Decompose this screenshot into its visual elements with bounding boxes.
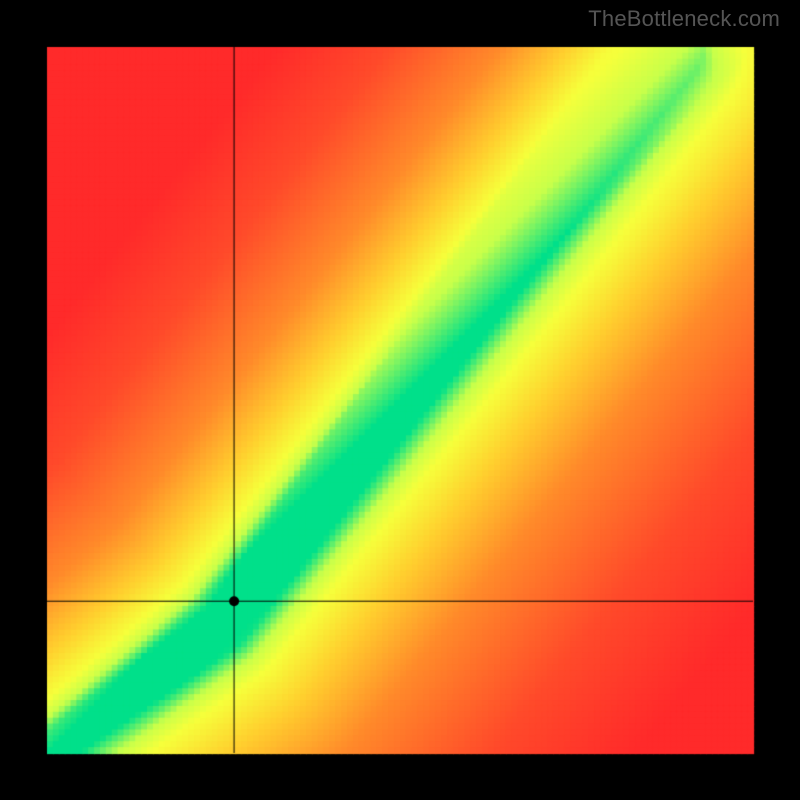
- chart-container: TheBottleneck.com: [0, 0, 800, 800]
- watermark-text: TheBottleneck.com: [588, 6, 780, 32]
- heatmap-canvas: [0, 0, 800, 800]
